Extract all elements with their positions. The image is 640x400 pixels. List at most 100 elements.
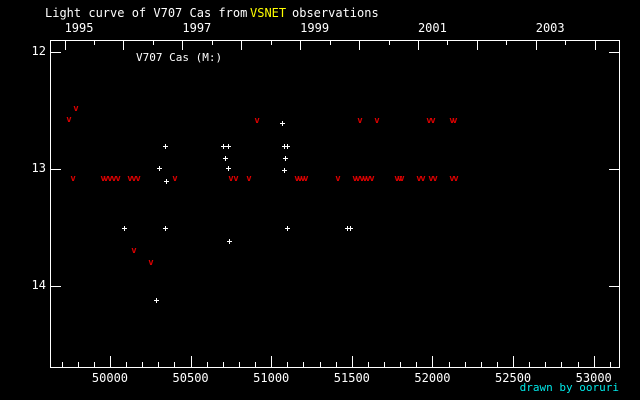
bottom-axis-minor-tick	[93, 362, 95, 368]
top-axis-minor-tick	[565, 40, 567, 45]
bottom-axis-minor-tick	[480, 362, 482, 368]
bottom-axis-minor-tick	[303, 362, 305, 368]
data-point-upper-limit: v	[131, 245, 137, 256]
data-point-upper-limit: v	[355, 174, 361, 185]
bottom-axis-major-tick	[351, 356, 353, 368]
data-point-upper-limit: v	[294, 174, 300, 185]
title-text-suffix: observations	[292, 6, 379, 20]
data-point-upper-limit: v	[303, 174, 309, 185]
top-axis-minor-tick	[211, 40, 213, 45]
top-axis-year-label: 2003	[535, 21, 565, 35]
data-point-upper-limit: v	[103, 174, 109, 185]
top-axis-minor-tick	[447, 40, 449, 45]
bottom-axis-minor-tick	[158, 362, 160, 368]
right-axis-tick	[609, 51, 619, 53]
top-axis-major-tick	[300, 40, 302, 50]
data-point-positive	[163, 144, 169, 150]
data-point-upper-limit: v	[70, 174, 76, 185]
data-point-positive	[121, 226, 127, 232]
bottom-axis-minor-tick	[416, 362, 418, 368]
data-point-positive	[282, 144, 288, 150]
bottom-axis-minor-tick	[287, 362, 289, 368]
bottom-axis-tick-label: 52500	[495, 371, 532, 385]
data-point-upper-limit: v	[254, 115, 260, 126]
plot-frame	[50, 40, 620, 368]
bottom-axis-minor-tick	[77, 362, 79, 368]
credit-text: drawn by ooruri	[519, 381, 619, 394]
bottom-axis-minor-tick	[367, 362, 369, 368]
bottom-axis-minor-tick	[255, 362, 257, 368]
data-point-upper-limit: v	[420, 174, 426, 185]
top-axis-major-tick	[476, 40, 478, 50]
data-point-upper-limit: v	[127, 174, 133, 185]
top-axis-major-tick	[182, 40, 184, 50]
data-point-upper-limit: v	[426, 115, 432, 126]
data-point-upper-limit: v	[399, 174, 405, 185]
top-axis-minor-tick	[388, 40, 390, 45]
bottom-axis-minor-tick	[238, 362, 240, 368]
data-point-upper-limit: v	[453, 174, 459, 185]
right-axis-tick	[609, 286, 619, 287]
data-point-upper-limit: v	[397, 174, 403, 185]
data-point-upper-limit: v	[452, 115, 458, 126]
left-axis-tick	[51, 51, 61, 53]
bottom-axis-minor-tick	[448, 362, 450, 368]
bottom-axis-minor-tick	[496, 362, 498, 368]
data-point-upper-limit: v	[107, 174, 113, 185]
object-label: V707 Cas (M:)	[136, 51, 223, 64]
data-point-upper-limit: v	[131, 174, 137, 185]
top-axis-major-tick	[594, 40, 596, 50]
left-axis-tick-label: 12	[31, 43, 46, 58]
data-point-upper-limit: v	[365, 174, 371, 185]
bottom-axis-minor-tick	[335, 362, 337, 368]
bottom-axis-minor-tick	[464, 362, 466, 368]
data-point-positive	[164, 179, 170, 185]
bottom-axis-minor-tick	[529, 362, 531, 368]
bottom-axis-major-tick	[432, 356, 434, 368]
data-point-upper-limit: v	[233, 174, 239, 185]
data-point-positive	[156, 166, 162, 172]
data-point-upper-limit: v	[359, 174, 365, 185]
data-point-positive	[227, 238, 233, 244]
data-point-upper-limit: v	[449, 115, 455, 126]
bottom-axis-minor-tick	[206, 362, 208, 368]
title-text: Light curve of V707 Cas from	[45, 6, 248, 20]
data-point-upper-limit: v	[100, 174, 106, 185]
top-axis-year-label: 1995	[64, 21, 94, 35]
data-point-upper-limit: v	[430, 115, 436, 126]
bottom-axis-minor-tick	[577, 362, 579, 368]
data-point-upper-limit: v	[135, 174, 141, 185]
top-axis-major-tick	[64, 40, 66, 50]
data-point-upper-limit: v	[111, 174, 117, 185]
top-axis-major-tick	[123, 40, 125, 50]
top-axis-minor-tick	[94, 40, 96, 45]
data-point-upper-limit: v	[335, 174, 341, 185]
bottom-axis-tick-label: 51500	[333, 371, 370, 385]
bottom-axis-minor-tick	[545, 362, 547, 368]
top-axis-year-label: 1999	[300, 21, 330, 35]
bottom-axis-tick-label: 50000	[91, 371, 129, 385]
bottom-axis-minor-tick	[61, 362, 63, 368]
data-point-positive	[225, 144, 231, 150]
bottom-axis-minor-tick	[400, 362, 402, 368]
top-axis-year-label: 1997	[182, 21, 212, 35]
top-axis-major-tick	[417, 40, 419, 50]
bottom-axis-minor-tick	[609, 362, 611, 368]
data-point-upper-limit: v	[374, 115, 380, 126]
data-point-upper-limit: v	[394, 174, 400, 185]
data-point-positive	[282, 167, 288, 173]
bottom-axis-minor-tick	[142, 362, 144, 368]
bottom-axis-minor-tick	[319, 362, 321, 368]
top-axis-year-label: 2001	[417, 21, 447, 35]
bottom-axis-major-tick	[513, 356, 515, 368]
data-point-upper-limit: v	[66, 114, 72, 125]
data-point-positive	[163, 226, 169, 232]
data-point-positive	[344, 226, 350, 232]
bottom-axis-minor-tick	[174, 362, 176, 368]
top-axis-minor-tick	[329, 40, 331, 45]
bottom-axis-major-tick	[109, 356, 111, 368]
data-point-positive	[154, 297, 160, 303]
